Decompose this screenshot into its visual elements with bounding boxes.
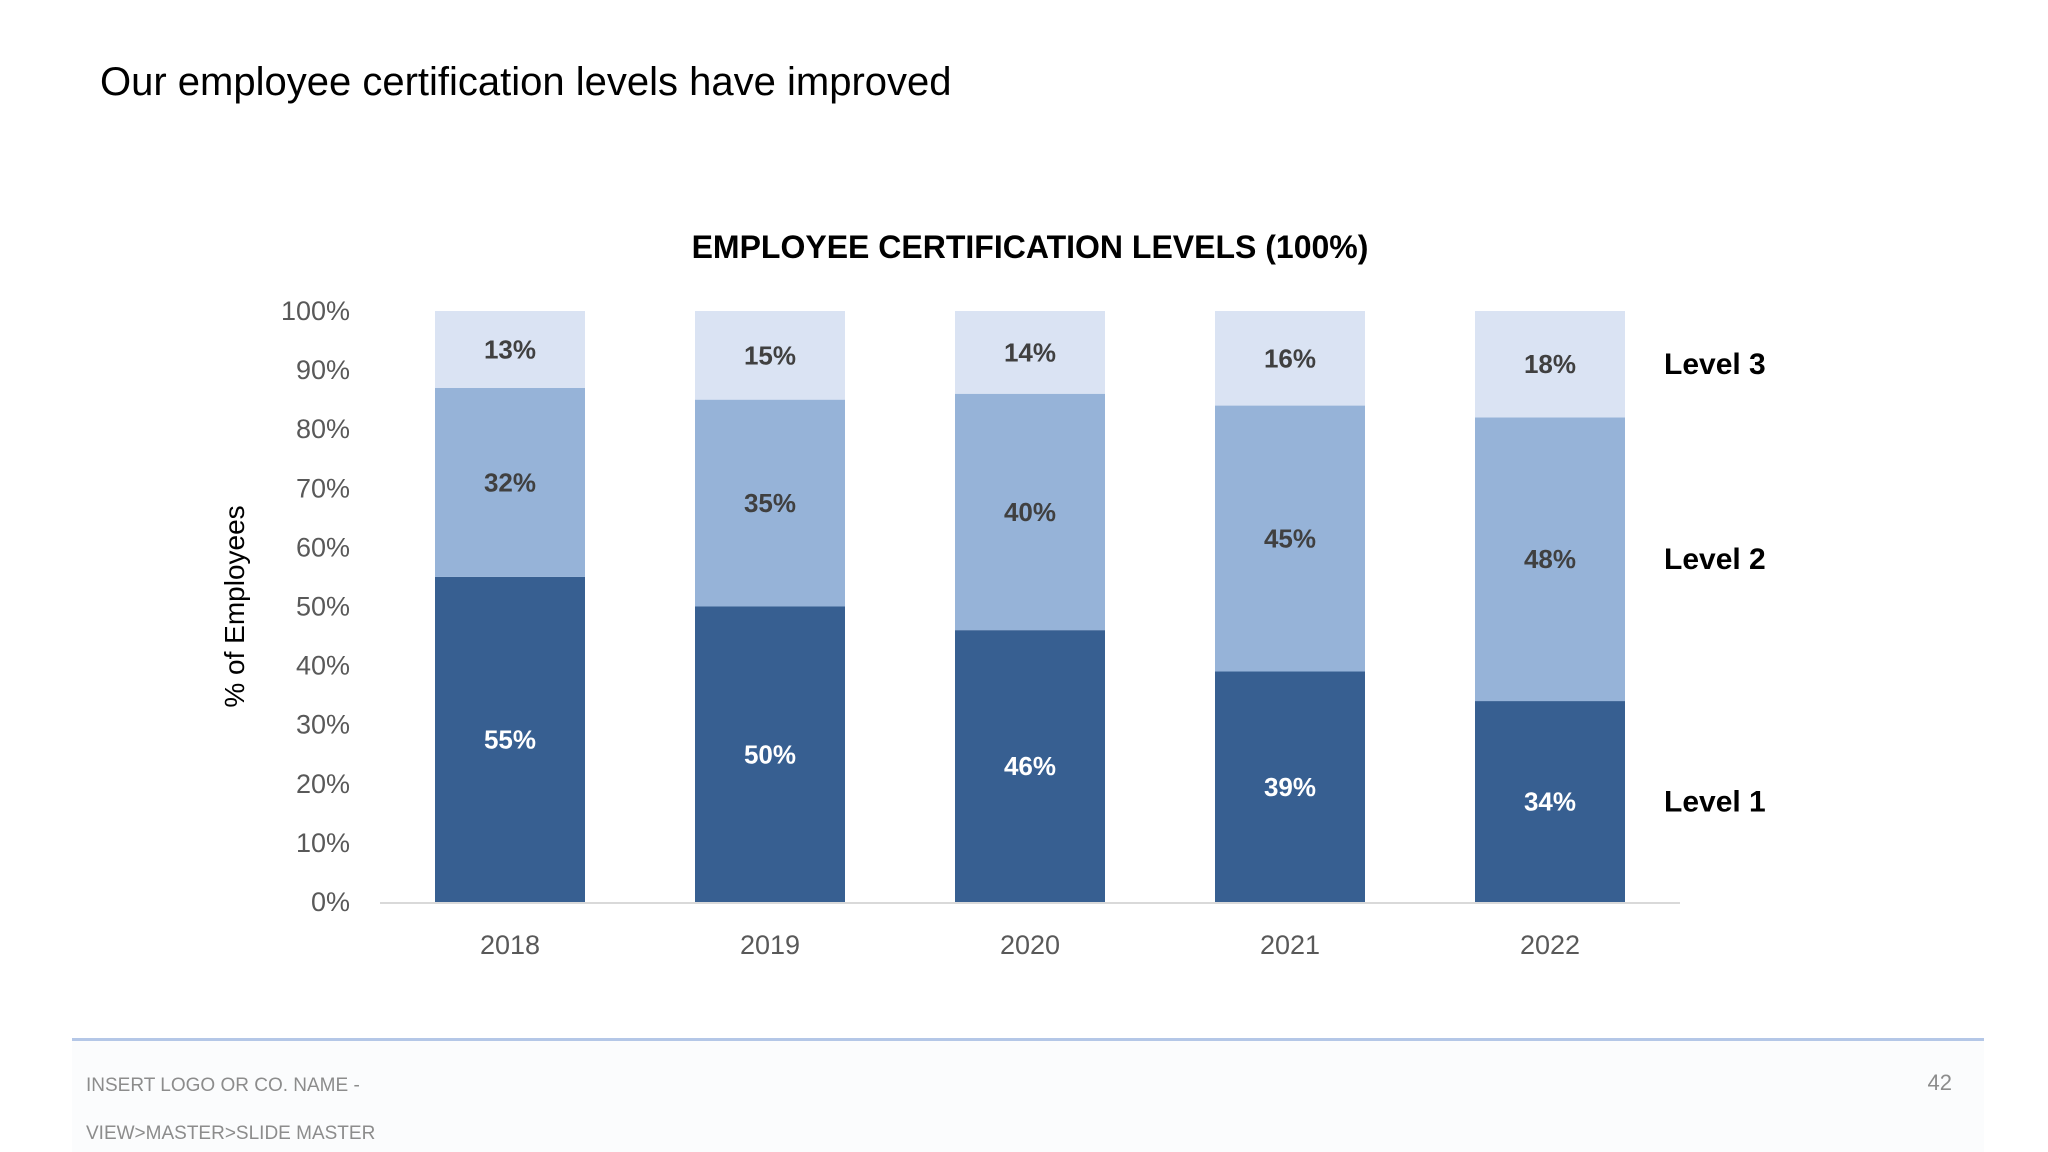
bar-segment-level-3-2019: [695, 311, 845, 400]
data-label: 16%: [1264, 343, 1316, 373]
data-label: 32%: [484, 467, 536, 497]
bar-segment-level-3-2020: [955, 311, 1105, 394]
bar-segment-level-2-2019: [695, 399, 845, 607]
footer-band: [72, 1041, 1984, 1152]
footer-divider: [72, 1038, 1984, 1041]
data-label: 48%: [1524, 544, 1576, 574]
x-axis: 2018 2019 2020 2021 2022: [480, 930, 1580, 960]
y-tick-label: 90%: [296, 355, 350, 385]
bar-segment-level-2-2018: [435, 387, 585, 577]
x-tick-label: 2020: [1000, 930, 1060, 960]
page-number: 42: [1927, 1070, 1952, 1095]
y-tick-label: 10%: [296, 828, 350, 858]
data-label: 50%: [744, 739, 796, 769]
data-label: 14%: [1004, 337, 1056, 367]
legend: Level 1 Level 2 Level 3: [1664, 348, 1766, 818]
bar-segment-level-3-2021: [1215, 311, 1365, 406]
data-label: 34%: [1524, 787, 1576, 817]
legend-label-level-1: Level 1: [1664, 786, 1766, 819]
x-tick-label: 2021: [1260, 930, 1320, 960]
x-tick-label: 2022: [1520, 930, 1580, 960]
bar-segment-level-1-2021: [1215, 671, 1365, 902]
data-label: 13%: [484, 334, 536, 364]
y-tick-label: 60%: [296, 532, 350, 562]
bar-segment-level-1-2019: [695, 606, 845, 902]
y-tick-label: 70%: [296, 473, 350, 503]
footer-text: INSERT LOGO OR CO. NAME - VIEW>MASTER>SL…: [86, 1050, 375, 1146]
y-tick-label: 0%: [311, 887, 350, 917]
data-label: 55%: [484, 724, 536, 754]
bar-segment-level-3-2022: [1475, 311, 1625, 418]
y-tick-label: 20%: [296, 769, 350, 799]
footer-line-1: INSERT LOGO OR CO. NAME -: [86, 1075, 360, 1096]
y-tick-label: 80%: [296, 414, 350, 444]
bar-segment-level-2-2022: [1475, 417, 1625, 702]
x-tick-label: 2018: [480, 930, 540, 960]
bar-segment-level-1-2018: [435, 576, 585, 902]
legend-label-level-2: Level 2: [1664, 543, 1766, 576]
y-tick-label: 50%: [296, 592, 350, 622]
data-label: 46%: [1004, 751, 1056, 781]
bar-segment-level-3-2018: [435, 311, 585, 388]
data-label: 15%: [744, 340, 796, 370]
slide-title: Our employee certification levels have i…: [100, 60, 952, 104]
x-tick-label: 2019: [740, 930, 800, 960]
data-label: 35%: [744, 488, 796, 518]
bar-segment-level-1-2020: [955, 630, 1105, 902]
legend-label-level-3: Level 3: [1664, 348, 1766, 381]
bars: 55% 32% 13% 50% 35% 15% 46% 40% 14% 39% 45% 16% 34% 4…: [435, 311, 1625, 902]
data-label: 45%: [1264, 524, 1316, 554]
y-axis-label: % of Employees: [219, 505, 250, 707]
y-tick-label: 100%: [281, 296, 350, 326]
data-label: 39%: [1264, 772, 1316, 802]
y-tick-label: 40%: [296, 651, 350, 681]
y-tick-label: 30%: [296, 710, 350, 740]
data-label: 18%: [1524, 349, 1576, 379]
footer-line-2: VIEW>MASTER>SLIDE MASTER: [86, 1123, 376, 1144]
bar-segment-level-2-2021: [1215, 405, 1365, 672]
bar-segment-level-1-2022: [1475, 701, 1625, 902]
chart-title: EMPLOYEE CERTIFICATION LEVELS (100%): [692, 229, 1369, 265]
bar-segment-level-2-2020: [955, 393, 1105, 631]
data-label: 40%: [1004, 497, 1056, 527]
y-axis: 0% 10% 20% 30% 40% 50% 60% 70% 80% 90% 100%: [281, 296, 350, 917]
